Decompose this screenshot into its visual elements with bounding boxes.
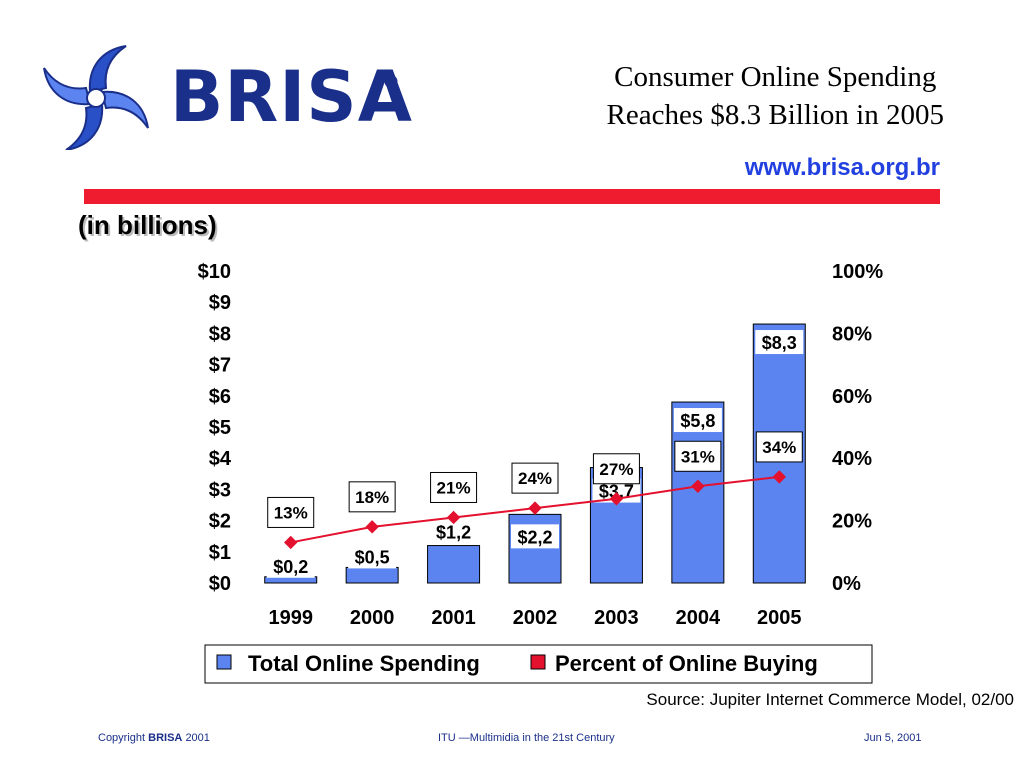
y-left-tick: $9 [209,292,231,314]
bar-label-bg [755,330,804,355]
percent-point [284,535,298,550]
header-divider [84,189,940,204]
percent-label-box [511,462,559,494]
y-right-tick: 0% [832,573,861,595]
bar-label-bg [511,524,559,549]
percent-label-box [674,440,722,472]
registered-mark: ® [382,72,400,93]
percent-label-box [592,453,640,485]
percent-label: 31% [681,447,715,466]
bar-value-label: $5,8 [680,411,715,431]
bar-value-label: $2,2 [517,527,552,547]
percent-label-box [430,471,478,503]
brand-logo-text: BRISA [170,56,413,138]
slide-title: Consumer Online Spending Reaches $8.3 Bi… [607,58,945,134]
x-tick-label: 2004 [676,607,721,629]
y-left-tick: $0 [209,573,231,595]
percent-label-box [267,496,315,528]
x-tick-label: 2003 [594,607,639,629]
y-left-tick: $2 [209,511,231,533]
footer-center: ITU —Multimidia in the 21st Century [438,732,615,744]
y-left-tick: $4 [209,448,232,470]
bar-value-label: $1,2 [436,523,471,543]
y-left-tick: $6 [209,386,231,408]
percent-point [691,479,705,493]
y-left-tick: $7 [209,355,231,377]
y-right-tick: 100% [832,261,883,283]
percent-label: 34% [762,438,796,457]
percent-label: 24% [518,469,552,488]
source-note: Source: Jupiter Internet Commerce Model,… [646,690,1014,709]
percent-point [528,501,542,515]
legend-label-bar: Total Online Spending [248,651,480,676]
y-right-tick: 20% [832,511,872,533]
y-left-tick: $8 [209,323,231,345]
x-tick-label: 1999 [268,607,313,629]
footer-copyright: Copyright BRISA 2001 [98,732,210,744]
legend-swatch-bar [216,654,232,670]
x-tick-label: 2000 [350,607,395,629]
bar [427,545,481,584]
legend-swatch-line [530,654,546,670]
x-tick-label: 2001 [431,607,476,629]
y-right-tick: 60% [832,386,872,408]
y-left-tick: $5 [209,417,231,439]
y-left-tick: $10 [198,261,231,283]
bar-value-label: $0,5 [355,547,390,567]
units-label: (in billions) [78,210,217,240]
y-left-tick: $1 [209,542,231,564]
copyright-brand: BRISA [148,732,183,744]
title-line-2: Reaches $8.3 Billion in 2005 [606,99,945,131]
percent-label-box [348,481,396,513]
x-tick-label: 2005 [757,607,802,629]
bar-value-label: $0,2 [273,557,308,577]
percent-point [772,470,786,484]
y-right-tick: 80% [832,323,872,345]
legend-label-line: Percent of Online Buying [555,651,818,676]
site-url: www.brisa.org.br [744,154,940,181]
percent-point [365,520,379,534]
y-left-tick: $3 [209,479,231,501]
bar [345,566,399,584]
brisa-logo-icon [43,45,149,150]
percent-point [446,510,461,525]
bar-label-bg [673,408,722,433]
bar-label-bg [266,553,315,578]
footer-date: Jun 5, 2001 [864,732,922,744]
copyright-prefix: Copyright [98,732,146,744]
percent-label: 27% [599,460,633,479]
copyright-year: 2001 [185,732,210,744]
spending-chart: $0 $1 $2 $3 $4 $5 $6 $7 $8 $9 $10 0% 20% 40% 60% 80% 100… [198,261,883,684]
percent-label: 21% [437,478,471,497]
title-line-1: Consumer Online Spending [614,61,937,93]
y-right-tick: 40% [832,448,872,470]
percent-point [609,492,624,506]
x-tick-label: 2002 [513,607,558,629]
percent-label: 18% [355,488,389,507]
percent-label-box [755,431,803,463]
bar-label-bg [348,544,397,569]
percent-label: 13% [274,503,308,522]
bar-value-label: $8,3 [762,333,797,353]
